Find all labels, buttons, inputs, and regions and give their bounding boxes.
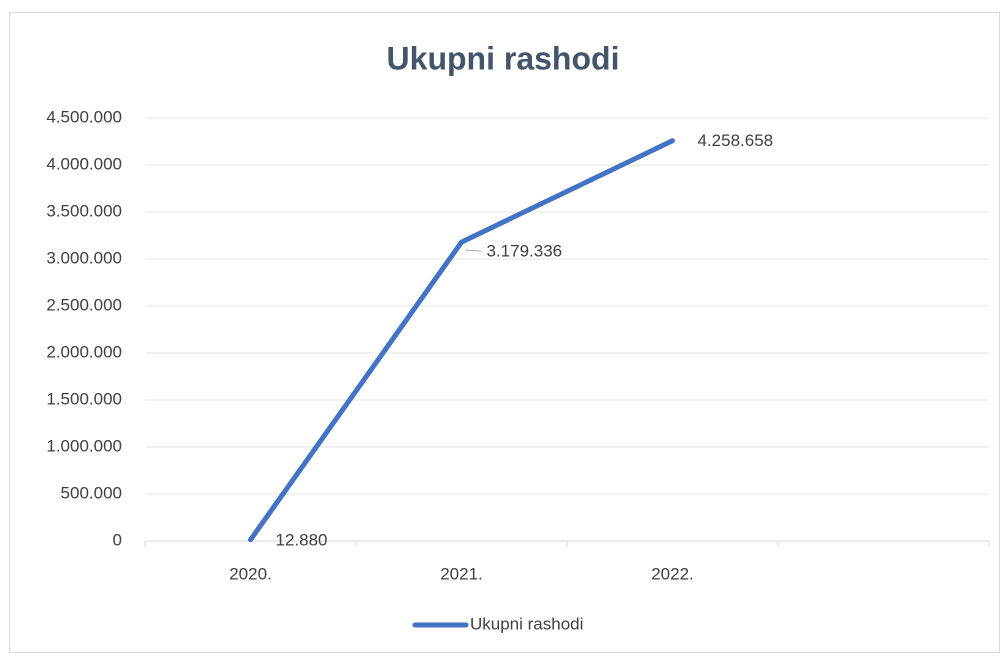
y-tick-label: 4.000.000	[46, 154, 122, 173]
y-tick-label: 3.500.000	[46, 201, 122, 220]
data-label: 3.179.336	[487, 242, 563, 261]
y-tick-label: 1.000.000	[46, 436, 122, 455]
y-tick-label: 0	[113, 530, 122, 549]
x-tick-label: 2022.	[651, 564, 694, 583]
chart-frame	[9, 12, 1000, 653]
x-tick-label: 2021.	[440, 564, 483, 583]
y-tick-label: 500.000	[61, 483, 122, 502]
data-line	[248, 138, 675, 543]
chart-title: Ukupni rashodi	[387, 40, 620, 76]
legend-label: Ukupni rashodi	[470, 614, 583, 633]
y-tick-label: 1.500.000	[46, 389, 122, 408]
y-tick-label: 2.500.000	[46, 295, 122, 314]
data-label: 4.258.658	[698, 131, 774, 150]
leader-line	[465, 249, 482, 252]
data-label: 12.880	[276, 530, 328, 549]
y-tick-label: 4.500.000	[46, 107, 122, 126]
y-tick-label: 3.000.000	[46, 248, 122, 267]
y-tick-label: 2.000.000	[46, 342, 122, 361]
x-tick-label: 2020.	[229, 564, 272, 583]
